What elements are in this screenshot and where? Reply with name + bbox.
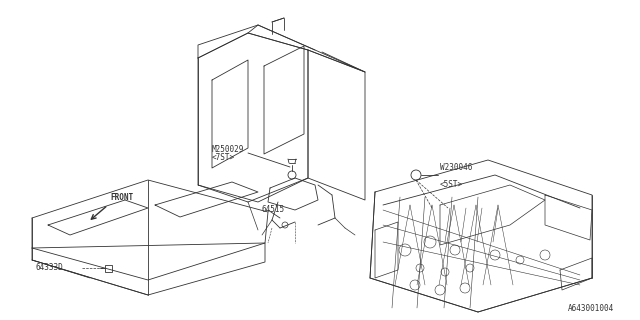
- Text: 64515: 64515: [262, 205, 285, 214]
- Text: W230046: W230046: [440, 163, 472, 172]
- Text: FRONT: FRONT: [110, 193, 133, 202]
- Text: M250029: M250029: [212, 146, 244, 155]
- Text: <7ST>: <7ST>: [212, 154, 235, 163]
- Text: A643001004: A643001004: [568, 304, 614, 313]
- FancyBboxPatch shape: [105, 265, 112, 272]
- Text: 64333D: 64333D: [35, 263, 63, 273]
- Text: <5ST>: <5ST>: [440, 180, 463, 189]
